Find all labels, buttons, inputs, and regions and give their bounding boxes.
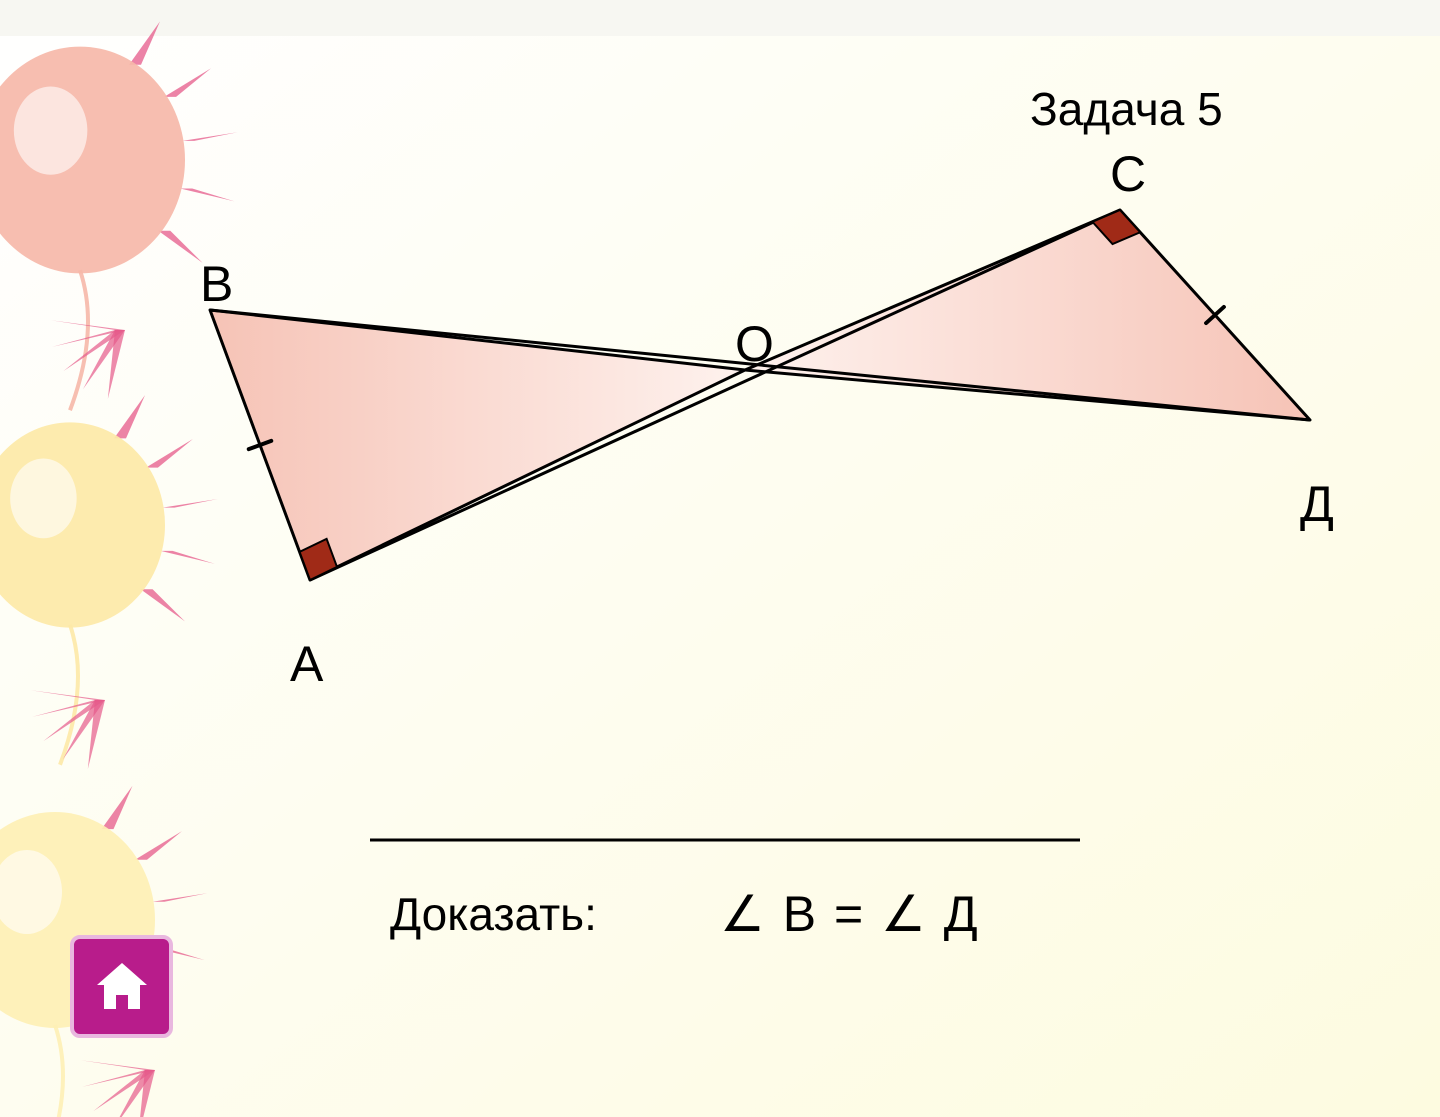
label-A: А [290,635,323,693]
label-O: О [735,315,774,373]
problem-title: Задача 5 [1030,82,1223,136]
slide-stage: Задача 5 В А О С Д Доказать: ∠ В = ∠ Д [0,0,1440,1117]
proof-label: Доказать: [390,887,597,941]
diagram-layer [0,0,1440,1117]
home-button[interactable] [70,935,173,1038]
label-B: В [200,255,233,313]
label-D: Д [1300,475,1334,533]
label-C: С [1110,145,1146,203]
proof-expression: ∠ В = ∠ Д [720,885,980,943]
home-icon [92,957,152,1017]
